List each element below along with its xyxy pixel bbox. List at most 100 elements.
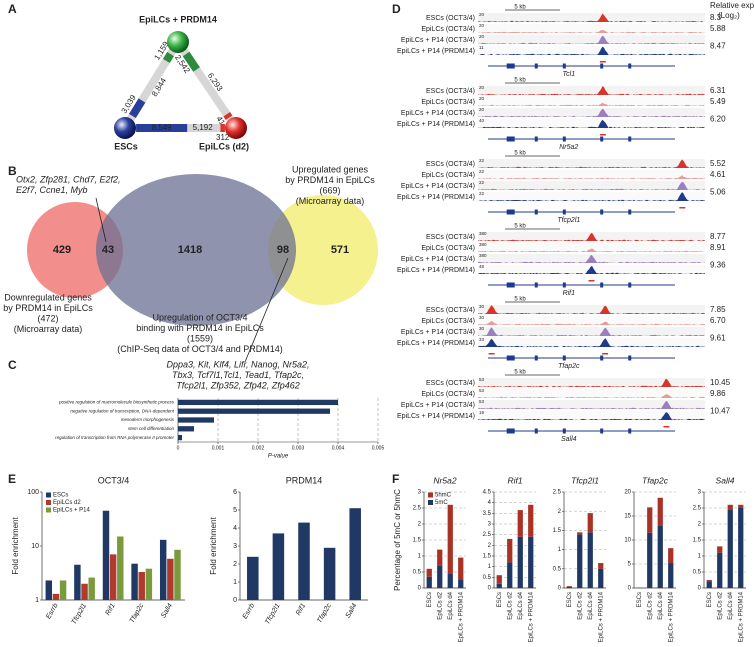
x-tick-label: ESCs bbox=[497, 592, 503, 607]
y-tick-label: 1 bbox=[418, 554, 422, 560]
y-tick-label: 3 bbox=[233, 543, 237, 550]
track-name: ESCs (OCT3/4) bbox=[426, 380, 475, 387]
x-axis-label: P-value bbox=[268, 454, 289, 460]
exon bbox=[628, 136, 632, 142]
exon bbox=[628, 282, 632, 288]
venn-annotation: Upregulated genes bbox=[292, 164, 369, 174]
edge-label: 5,192 bbox=[193, 123, 214, 132]
exon bbox=[628, 63, 632, 69]
bar-segment bbox=[727, 504, 733, 510]
exon bbox=[562, 428, 566, 434]
venn-annotation: Dppa3, Kit, Klf4, Lifr, Nanog, Nr5a2, bbox=[166, 359, 309, 369]
y-tick-label: 2 bbox=[418, 522, 422, 528]
track-bg bbox=[478, 119, 705, 128]
track-bg bbox=[478, 170, 705, 179]
y-tick-label: 4 bbox=[488, 500, 492, 506]
expression-value: 5.52 bbox=[710, 159, 726, 168]
bar-segment bbox=[647, 507, 653, 533]
track-bg bbox=[478, 86, 705, 95]
bar-segment bbox=[657, 497, 663, 526]
x-tick-label: Sall4 bbox=[345, 602, 359, 619]
bar-segment bbox=[738, 504, 744, 508]
edge-label: 312 bbox=[216, 133, 230, 142]
track-name: EpiLCs (OCT3/4) bbox=[421, 391, 475, 398]
venn-annotation: E2f7, Ccne1, Myb bbox=[16, 185, 88, 195]
x-tick-label: EpiLCs + PRDM14 bbox=[528, 591, 534, 642]
track-name: EpiLCs + P14 (OCT3/4) bbox=[401, 402, 475, 409]
track-scale: 22 bbox=[479, 158, 485, 163]
bar-segment bbox=[447, 573, 453, 588]
track-bg bbox=[478, 46, 705, 55]
expression-value: 10.47 bbox=[710, 407, 731, 416]
x-tick-label: Rif1 bbox=[105, 602, 117, 616]
x-tick-label: ESCs bbox=[637, 592, 643, 607]
exon bbox=[534, 136, 538, 142]
venn-annotation: (472) bbox=[37, 313, 58, 323]
bar-segment bbox=[727, 509, 733, 588]
track-name: ESCs (OCT3/4) bbox=[426, 88, 475, 95]
bar-segment bbox=[517, 536, 523, 588]
bar-segment bbox=[706, 581, 712, 588]
y-tick-label: 15 bbox=[624, 514, 631, 520]
y-tick-label: 3.5 bbox=[483, 511, 492, 517]
track-bg bbox=[478, 378, 705, 387]
track-scale: 22 bbox=[479, 169, 485, 174]
exon bbox=[600, 355, 604, 361]
scale-label: 5 kb bbox=[514, 151, 526, 157]
legend-swatch bbox=[428, 500, 433, 505]
expression-value: 6.70 bbox=[710, 316, 726, 325]
x-tick-label: ESCs bbox=[427, 592, 433, 607]
edge-segment bbox=[162, 51, 174, 64]
venn-count: 98 bbox=[277, 244, 289, 256]
bar bbox=[323, 547, 336, 600]
legend-label: 5hmC bbox=[435, 493, 452, 499]
bar bbox=[59, 580, 67, 600]
venn-annotation: binding with PRDM14 in EpiLCs bbox=[136, 323, 264, 333]
legend-swatch bbox=[428, 492, 433, 498]
x-tick-label: ESCs bbox=[567, 592, 573, 607]
x-tick-label: EpiLCs d4 bbox=[588, 591, 594, 619]
track-bg bbox=[478, 411, 705, 420]
track-scale: 40 bbox=[479, 118, 485, 123]
legend-swatch bbox=[46, 492, 51, 498]
x-tick-label: EpiLCs d4 bbox=[658, 591, 664, 619]
track-bg bbox=[478, 181, 705, 190]
bar-segment bbox=[517, 510, 523, 537]
track-signal bbox=[478, 327, 705, 336]
track-name: ESCs (OCT3/4) bbox=[426, 234, 475, 241]
y-tick-label: 2 bbox=[558, 509, 562, 515]
track-bg bbox=[478, 316, 705, 325]
y-tick-label: 1 bbox=[233, 579, 237, 586]
exon bbox=[600, 282, 604, 288]
venn-annotation: Tbx3, Tcf7l1,Tcl1, Tead1, Tfap2c, bbox=[172, 370, 304, 380]
bar-segment bbox=[738, 508, 744, 588]
peak-marker bbox=[663, 426, 670, 428]
bar bbox=[298, 522, 310, 600]
track-scale: 11 bbox=[479, 45, 484, 50]
bar bbox=[81, 583, 88, 600]
scale-label: 5 kb bbox=[514, 224, 526, 230]
y-tick-label: 2.5 bbox=[693, 506, 702, 512]
track-bg bbox=[478, 35, 705, 44]
expression-value: 5.88 bbox=[710, 24, 726, 33]
chart-title: Rif1 bbox=[507, 475, 522, 485]
y-axis-label: Percentage of 5mC or 5hmC bbox=[393, 489, 402, 591]
x-tick-label: 0.002 bbox=[252, 445, 265, 451]
expression-value: 4.61 bbox=[710, 170, 726, 179]
track-name: ESCs (OCT3/4) bbox=[426, 307, 475, 314]
bar bbox=[45, 580, 53, 600]
x-tick-label: Tfcp2l1 bbox=[71, 602, 89, 625]
track-name: EpiLCs + P14 (PRDM14) bbox=[397, 413, 475, 420]
track-signal bbox=[478, 255, 705, 263]
x-tick-label: EpiLCs + PRDM14 bbox=[598, 591, 604, 642]
y-tick-label: negative regulation of transcription, DN… bbox=[70, 408, 174, 413]
venn-annotation: (1559) bbox=[187, 333, 213, 343]
y-tick-label: 0 bbox=[418, 586, 422, 592]
track-scale: 20 bbox=[479, 96, 485, 101]
y-tick-label: 4 bbox=[233, 525, 237, 532]
y-tick-label: 20 bbox=[624, 490, 631, 496]
bar-segment bbox=[496, 583, 502, 588]
legend-label: EpiLCs d2 bbox=[53, 500, 81, 506]
x-tick-label: 0.001 bbox=[212, 445, 225, 451]
